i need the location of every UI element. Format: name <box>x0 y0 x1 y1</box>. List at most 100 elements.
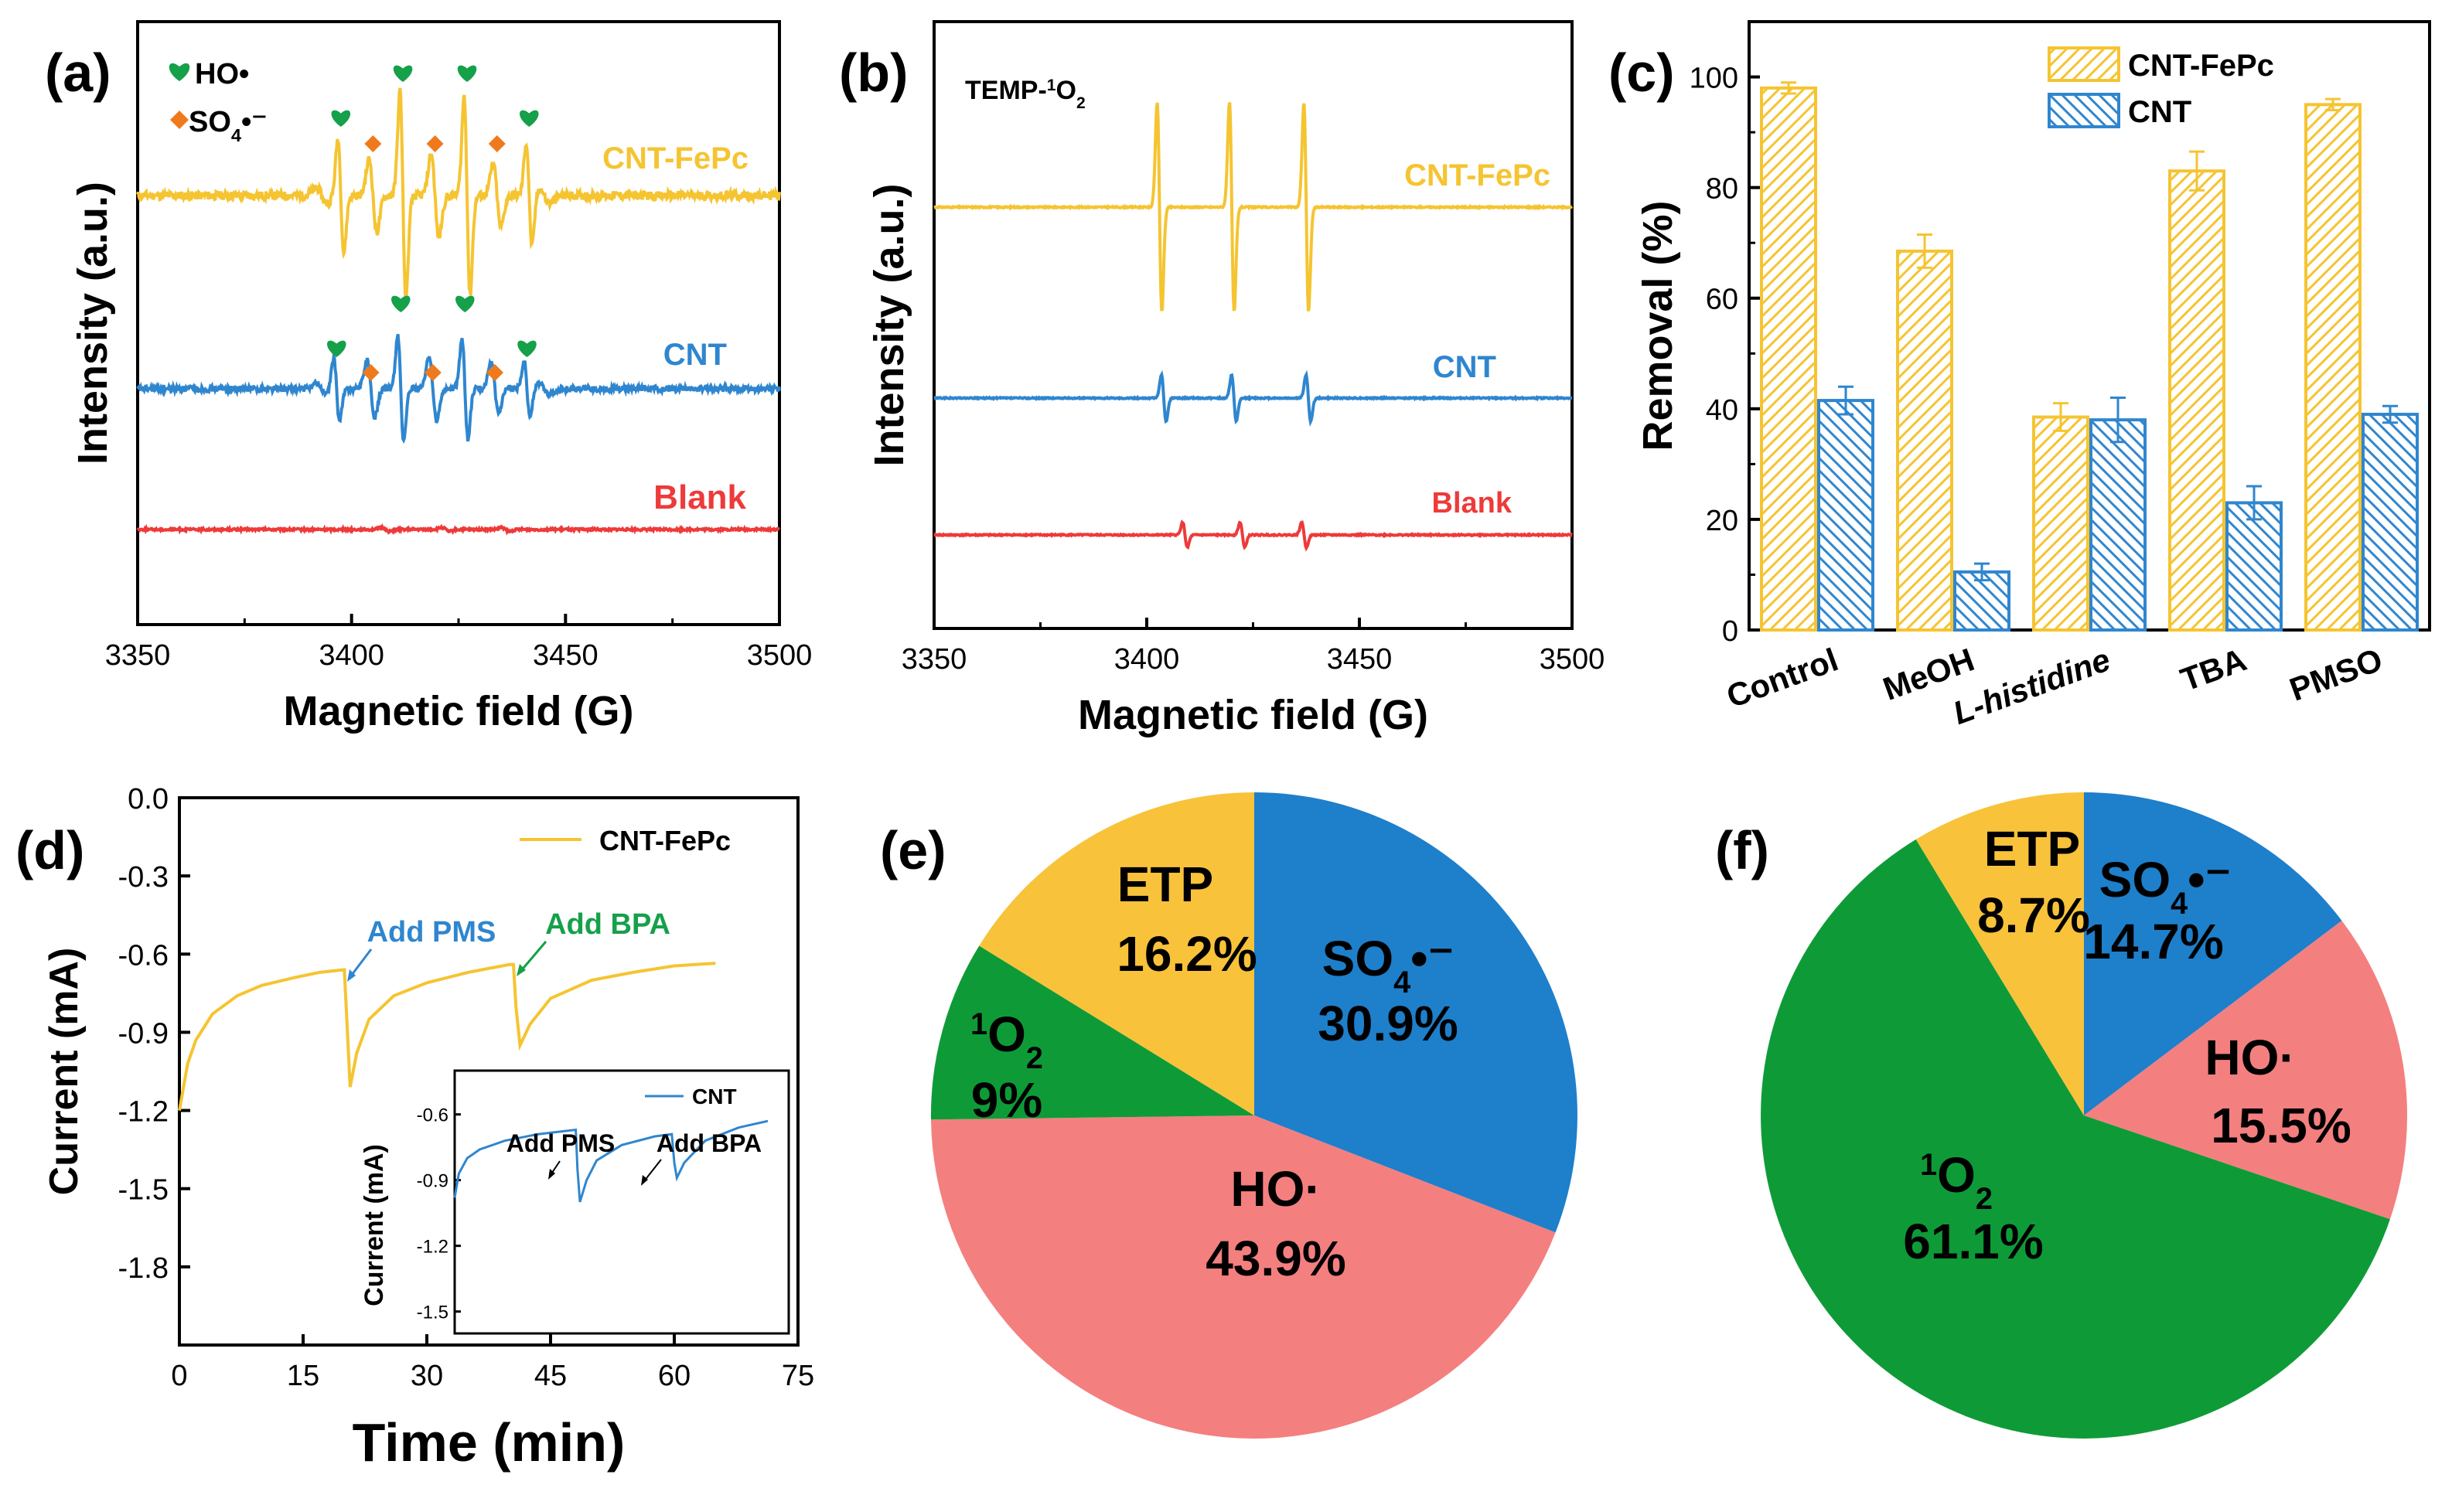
series-line-cnt-fepc <box>933 102 1574 312</box>
x-tick-label: 3450 <box>1327 643 1393 676</box>
x-tick-label: 3350 <box>105 639 171 672</box>
inset-annotation-arrow <box>643 1159 662 1182</box>
inset-y-tick-label: -1.2 <box>417 1237 448 1258</box>
x-axis-label: Magnetic field (G) <box>1078 692 1428 738</box>
plot-frame <box>178 796 800 1347</box>
legend-swatch <box>2048 46 2120 82</box>
bar-cnt-fepc <box>1896 249 1953 632</box>
inset-annotation-arrowhead <box>641 1175 648 1186</box>
y-tick-label: -1.5 <box>118 1174 169 1207</box>
x-tick-label: 75 <box>782 1360 814 1392</box>
pie-slice <box>1254 792 1577 1233</box>
x-tick-label: 15 <box>287 1360 319 1392</box>
sulfate-marker <box>426 135 444 152</box>
y-tick-label: 20 <box>1706 505 1738 537</box>
series-line-blank <box>933 519 1574 552</box>
inset-annotation-arrowhead <box>548 1169 555 1180</box>
pie-slice-label: ETP <box>1117 856 1213 912</box>
inset-frame <box>453 1069 790 1335</box>
panel-b-title: TEMP-1O2 <box>965 76 1086 112</box>
pie-slice <box>2084 792 2342 1115</box>
pie-slice-value: 15.5% <box>2211 1098 2351 1153</box>
x-category-label: Control <box>1722 641 1843 714</box>
pie-slice-value: 8.7% <box>1977 887 2090 943</box>
pie-slice-label: 1O2 <box>970 1006 1043 1075</box>
bar-cnt <box>2362 412 2419 632</box>
x-tick-label: 30 <box>411 1360 443 1392</box>
y-tick-label: -0.6 <box>118 939 169 972</box>
series-label-cnt-fepc: CNT-FePc <box>1404 158 1550 192</box>
legend-diamond-icon <box>170 111 189 129</box>
inset-y-tick-label: -1.5 <box>417 1303 448 1323</box>
legend-label: CNT-FePc <box>2128 49 2274 83</box>
series-label-cnt-fepc: CNT-FePc <box>602 141 749 175</box>
y-tick-label: 80 <box>1706 173 1738 206</box>
panel-label: (d) <box>15 820 84 880</box>
hydroxyl-marker <box>331 110 351 127</box>
series-label-blank: Blank <box>1432 487 1512 519</box>
pie-slice <box>979 792 1254 1115</box>
series-line-cnt <box>933 369 1573 427</box>
hydroxyl-marker <box>455 295 475 312</box>
y-tick-label: -0.3 <box>118 861 169 894</box>
bar-cnt <box>1817 399 1874 632</box>
pie-slice <box>2084 921 2408 1220</box>
series-line-blank <box>136 523 780 536</box>
panel-a: 3350 3400 3450 3500 Magnetic field (G) Intens… <box>45 20 813 734</box>
pie-slice-value: 16.2% <box>1117 926 1257 982</box>
legend-swatch <box>2048 93 2120 128</box>
inset-series-line-cnt <box>453 1119 769 1203</box>
x-tick-label: 0 <box>171 1360 187 1392</box>
y-tick-label: 0 <box>1722 615 1738 648</box>
pie-slice-label: 1O2 <box>1920 1147 1993 1216</box>
panel-d: 0 15 30 45 60 75 0.0 -0.3 -0.6 -0.9 -1.2 -1.5 -1.8 Ti… <box>15 783 814 1473</box>
panel-label: (c) <box>1608 43 1675 103</box>
sulfate-marker <box>424 364 442 381</box>
series-label-cnt: CNT <box>663 338 727 372</box>
legend-label: CNT-FePc <box>599 825 731 856</box>
bar-cnt-fepc <box>1760 86 1817 632</box>
sulfate-marker <box>486 364 504 381</box>
pie-slice <box>930 945 1254 1120</box>
x-tick-label: 45 <box>534 1360 567 1392</box>
series-line-cnt-fepc <box>136 87 781 305</box>
bar-cnt-fepc <box>2032 415 2089 632</box>
series-label-cnt: CNT <box>1433 350 1496 384</box>
inset-annotation-add-pms: Add PMS <box>506 1129 615 1157</box>
x-category-label: PMSO <box>2285 641 2387 707</box>
pie-slice-label: HO· <box>1230 1161 1321 1217</box>
pie-slice-label: HO· <box>2205 1030 2295 1085</box>
x-tick-label: 60 <box>658 1360 691 1392</box>
y-axis-label: Intensity (a.u.) <box>70 182 116 465</box>
panel-label: (b) <box>839 43 908 103</box>
y-axis-label: Current (mA) <box>42 948 87 1196</box>
series-label-blank: Blank <box>653 478 746 516</box>
hydroxyl-marker <box>457 65 477 82</box>
x-tick-label: 3500 <box>747 639 813 672</box>
pie-slice-label: ETP <box>1984 821 2080 877</box>
inset-annotation-add-bpa: Add BPA <box>656 1129 762 1157</box>
hydroxyl-marker <box>393 65 413 82</box>
x-tick-label: 3400 <box>319 639 384 672</box>
sulfate-marker <box>364 135 382 152</box>
pie-slice-value: 43.9% <box>1206 1231 1345 1286</box>
pie-slice-value: 14.7% <box>2083 914 2223 969</box>
inset-y-tick-label: -0.6 <box>417 1105 448 1126</box>
sulfate-marker <box>362 364 380 381</box>
y-axis-label: Intensity (a.u.) <box>866 183 912 466</box>
x-tick-label: 3350 <box>902 643 967 676</box>
x-tick-label: 3500 <box>1540 643 1605 676</box>
y-tick-label: -1.8 <box>118 1252 169 1285</box>
y-tick-label: 0.0 <box>128 783 169 816</box>
pie-slice-value: 30.9% <box>1318 996 1458 1051</box>
bar-cnt <box>2225 501 2283 632</box>
annotation-arrowhead <box>517 964 526 976</box>
bar-cnt-fepc <box>2304 103 2362 632</box>
series-line-cnt <box>136 333 781 444</box>
pie-slice-value: 9% <box>971 1072 1043 1128</box>
panel-b: 3350 3400 3450 3500 Magnetic field (G) Intens… <box>839 20 1605 738</box>
x-axis-label: Magnetic field (G) <box>283 688 633 734</box>
